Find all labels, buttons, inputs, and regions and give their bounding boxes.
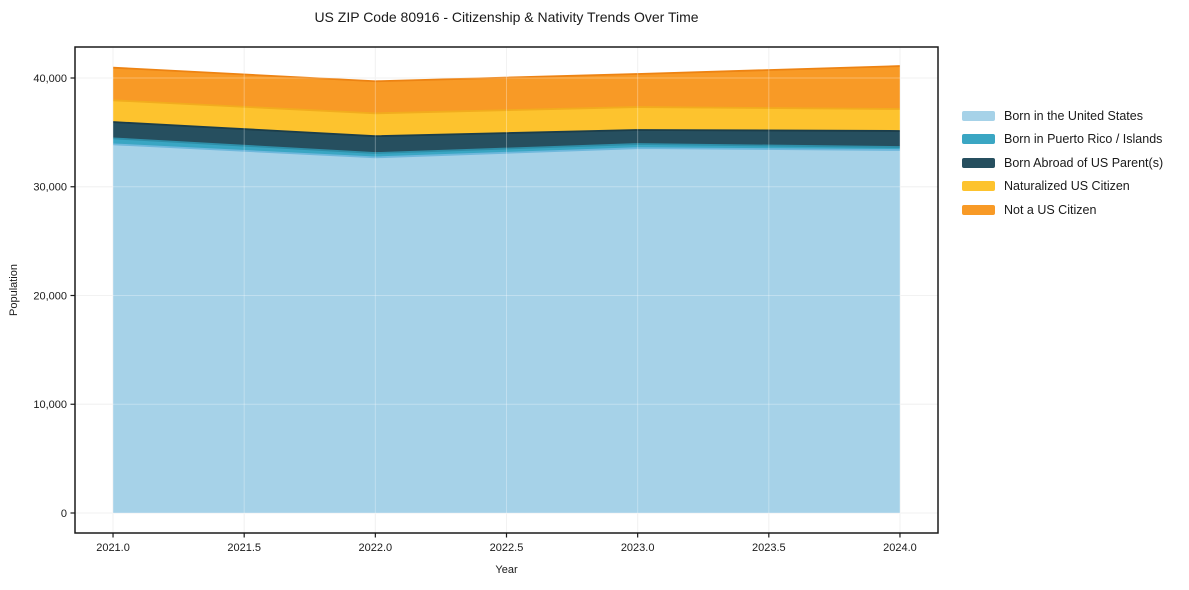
legend-swatch [962, 157, 995, 168]
area-born-in-puerto-rico-islands [113, 138, 900, 158]
edge-born-abroad-of-us-parent-s [112, 121, 900, 138]
y-tick-label: 40,000 [33, 73, 67, 85]
x-tick-label: 2022.5 [490, 542, 524, 554]
legend-item-naturalized-us-citizen: Naturalized US Citizen [962, 175, 1163, 199]
legend-label: Born Abroad of US Parent(s) [1004, 155, 1164, 170]
x-tick-label: 2022.0 [359, 542, 393, 554]
area-born-in-the-united-states [113, 144, 900, 514]
area-naturalized-us-citizen [113, 100, 900, 137]
chart-title: US ZIP Code 80916 - Citizenship & Nativi… [314, 9, 699, 25]
legend-swatch [962, 134, 995, 145]
edge-born-in-puerto-rico-islands [112, 137, 900, 154]
legend-swatch [962, 204, 995, 215]
x-tick-label: 2023.5 [752, 542, 786, 554]
x-tick-label: 2023.0 [621, 542, 655, 554]
legend-item-born-in-the-united-states: Born in the United States [962, 104, 1163, 128]
edge-naturalized-us-citizen [112, 99, 900, 115]
gridlines-overlay [75, 47, 938, 533]
x-axis-label: Year [495, 564, 518, 576]
legend: Born in the United States Born in Puerto … [962, 104, 1163, 222]
area-born-abroad-of-us-parent-s [113, 122, 900, 154]
legend-swatch [962, 181, 995, 192]
legend-label: Born in the United States [1004, 108, 1143, 123]
x-tick-label: 2021.5 [227, 542, 261, 554]
y-tick-label: 0 [61, 508, 67, 520]
legend-item-not-a-us-citizen: Not a US Citizen [962, 198, 1163, 222]
edge-not-a-us-citizen [112, 65, 900, 83]
area-not-a-us-citizen [113, 66, 900, 114]
legend-item-born-in-puerto-rico-islands: Born in Puerto Rico / Islands [962, 128, 1163, 152]
x-tick-label: 2024.0 [883, 542, 917, 554]
y-tick-label: 10,000 [33, 399, 67, 411]
stacked-areas [112, 65, 900, 514]
legend-swatch [962, 110, 995, 121]
legend-label: Born in Puerto Rico / Islands [1004, 132, 1163, 147]
x-tick-label: 2021.0 [96, 542, 130, 554]
legend-label: Not a US Citizen [1004, 202, 1097, 217]
legend-item-born-abroad-of-us-parent-s: Born Abroad of US Parent(s) [962, 151, 1163, 175]
axis-ticks: 2021.0 2021.5 2022.0 2022.5 2023.0 2023.5 2024… [33, 73, 916, 554]
y-tick-label: 20,000 [33, 290, 67, 302]
legend-label: Naturalized US Citizen [1004, 179, 1130, 194]
y-tick-label: 30,000 [33, 182, 67, 194]
edge-born-in-the-united-states [112, 143, 900, 159]
